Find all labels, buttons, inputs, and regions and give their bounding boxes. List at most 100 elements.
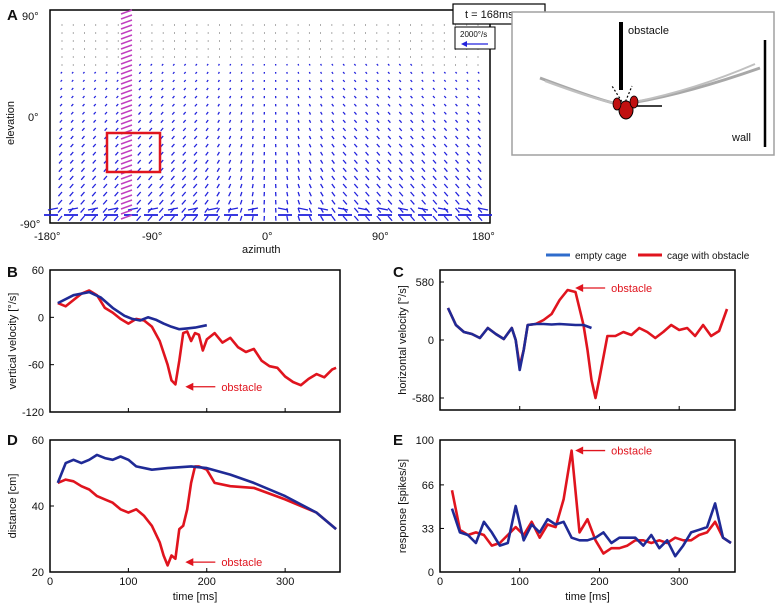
flow-vector <box>137 143 142 148</box>
flow-vector <box>308 71 311 74</box>
magenta-vector <box>120 104 133 110</box>
flow-vector <box>205 159 209 164</box>
flow-vector <box>432 143 437 148</box>
magenta-vector <box>120 174 133 180</box>
y-tick-label: 33 <box>422 523 434 535</box>
panel-label-e: E <box>393 432 403 449</box>
flow-vector <box>159 175 164 181</box>
flow-vector <box>81 127 85 132</box>
flow-vector <box>466 135 470 140</box>
flow-vector <box>410 183 415 189</box>
flow-vector <box>92 159 97 164</box>
flow-vector <box>342 95 346 99</box>
flow-vector <box>365 127 369 132</box>
flow-vector <box>376 199 382 205</box>
flow-vector <box>466 87 469 91</box>
bee-body <box>618 100 634 120</box>
magenta-vector <box>120 194 133 200</box>
ytick-a-90: 90° <box>22 11 39 23</box>
flow-vector <box>331 119 335 124</box>
magenta-vector <box>120 144 133 150</box>
flow-vector <box>353 215 359 222</box>
flow-vector <box>216 175 220 181</box>
flow-vector <box>148 159 153 164</box>
flow-vector <box>466 103 470 107</box>
y-tick-label: -120 <box>22 407 44 419</box>
flow-vector <box>308 167 312 173</box>
flow-vector <box>91 183 97 189</box>
flow-vector <box>193 159 198 164</box>
flow-vector <box>331 103 335 107</box>
flow-vector-bottom <box>147 207 159 211</box>
flow-vector <box>432 159 437 164</box>
magenta-vector <box>120 124 133 130</box>
flow-vector <box>308 143 312 148</box>
flow-vector <box>421 151 426 156</box>
magenta-vector <box>120 189 133 195</box>
flow-vector <box>421 167 426 173</box>
flow-vector <box>477 167 482 173</box>
magenta-vector <box>120 19 133 25</box>
flow-vector <box>228 103 232 107</box>
flow-vector <box>308 175 312 181</box>
flow-vector <box>205 151 209 156</box>
flow-vector <box>421 215 427 222</box>
flow-vector <box>331 183 336 189</box>
magenta-vector <box>120 44 133 50</box>
flow-vector <box>286 183 289 189</box>
flow-vector <box>353 135 358 140</box>
flow-vector <box>116 79 119 83</box>
flow-vector <box>466 95 469 99</box>
flow-vector <box>398 95 402 99</box>
flow-vector <box>240 111 243 115</box>
bee-wing-left <box>612 97 622 111</box>
flow-vector <box>432 167 437 173</box>
flow-vector <box>342 215 348 222</box>
flow-vector <box>240 103 243 107</box>
flow-vector <box>59 135 63 140</box>
flow-vector <box>443 135 448 140</box>
flow-vector <box>331 95 334 99</box>
flow-vector <box>181 183 187 189</box>
flow-vector <box>432 119 436 123</box>
flow-vector <box>169 215 175 222</box>
flow-vector <box>113 199 119 205</box>
magenta-vector <box>120 89 133 95</box>
flow-vector <box>432 111 436 115</box>
flow-vector <box>149 79 153 83</box>
flow-vector <box>455 151 459 156</box>
flow-vector <box>240 79 243 83</box>
flow-vector <box>82 87 85 91</box>
flow-vector <box>466 183 471 189</box>
flow-vector <box>81 135 85 140</box>
y-tick-label: 40 <box>32 501 44 513</box>
flow-vector <box>387 199 393 205</box>
flow-vector <box>69 183 74 189</box>
flow-vector <box>228 135 232 140</box>
flow-vector <box>342 143 347 148</box>
flow-vector-bottom <box>297 207 309 211</box>
flow-vector <box>71 87 74 91</box>
flow-vector <box>432 71 435 74</box>
flow-vector <box>353 95 357 99</box>
flow-vector <box>342 175 347 181</box>
flow-vector <box>376 159 381 164</box>
x-tick-label: 200 <box>590 576 608 588</box>
flow-vector <box>443 111 447 115</box>
flow-vector <box>297 63 300 66</box>
flow-vector <box>115 143 119 148</box>
flow-vector <box>205 103 209 107</box>
flow-vector <box>172 63 175 66</box>
flow-vector <box>331 79 334 83</box>
flow-vector <box>297 87 300 91</box>
flow-vector <box>365 215 371 222</box>
flow-vector <box>138 63 142 66</box>
flow-vector <box>206 79 209 83</box>
flow-vector <box>320 215 324 222</box>
flow-vector <box>297 111 300 115</box>
magenta-vector <box>120 74 133 80</box>
flow-vector <box>137 151 142 156</box>
flow-vector <box>286 159 289 164</box>
flow-vector <box>387 207 393 214</box>
flow-vector <box>286 127 289 132</box>
